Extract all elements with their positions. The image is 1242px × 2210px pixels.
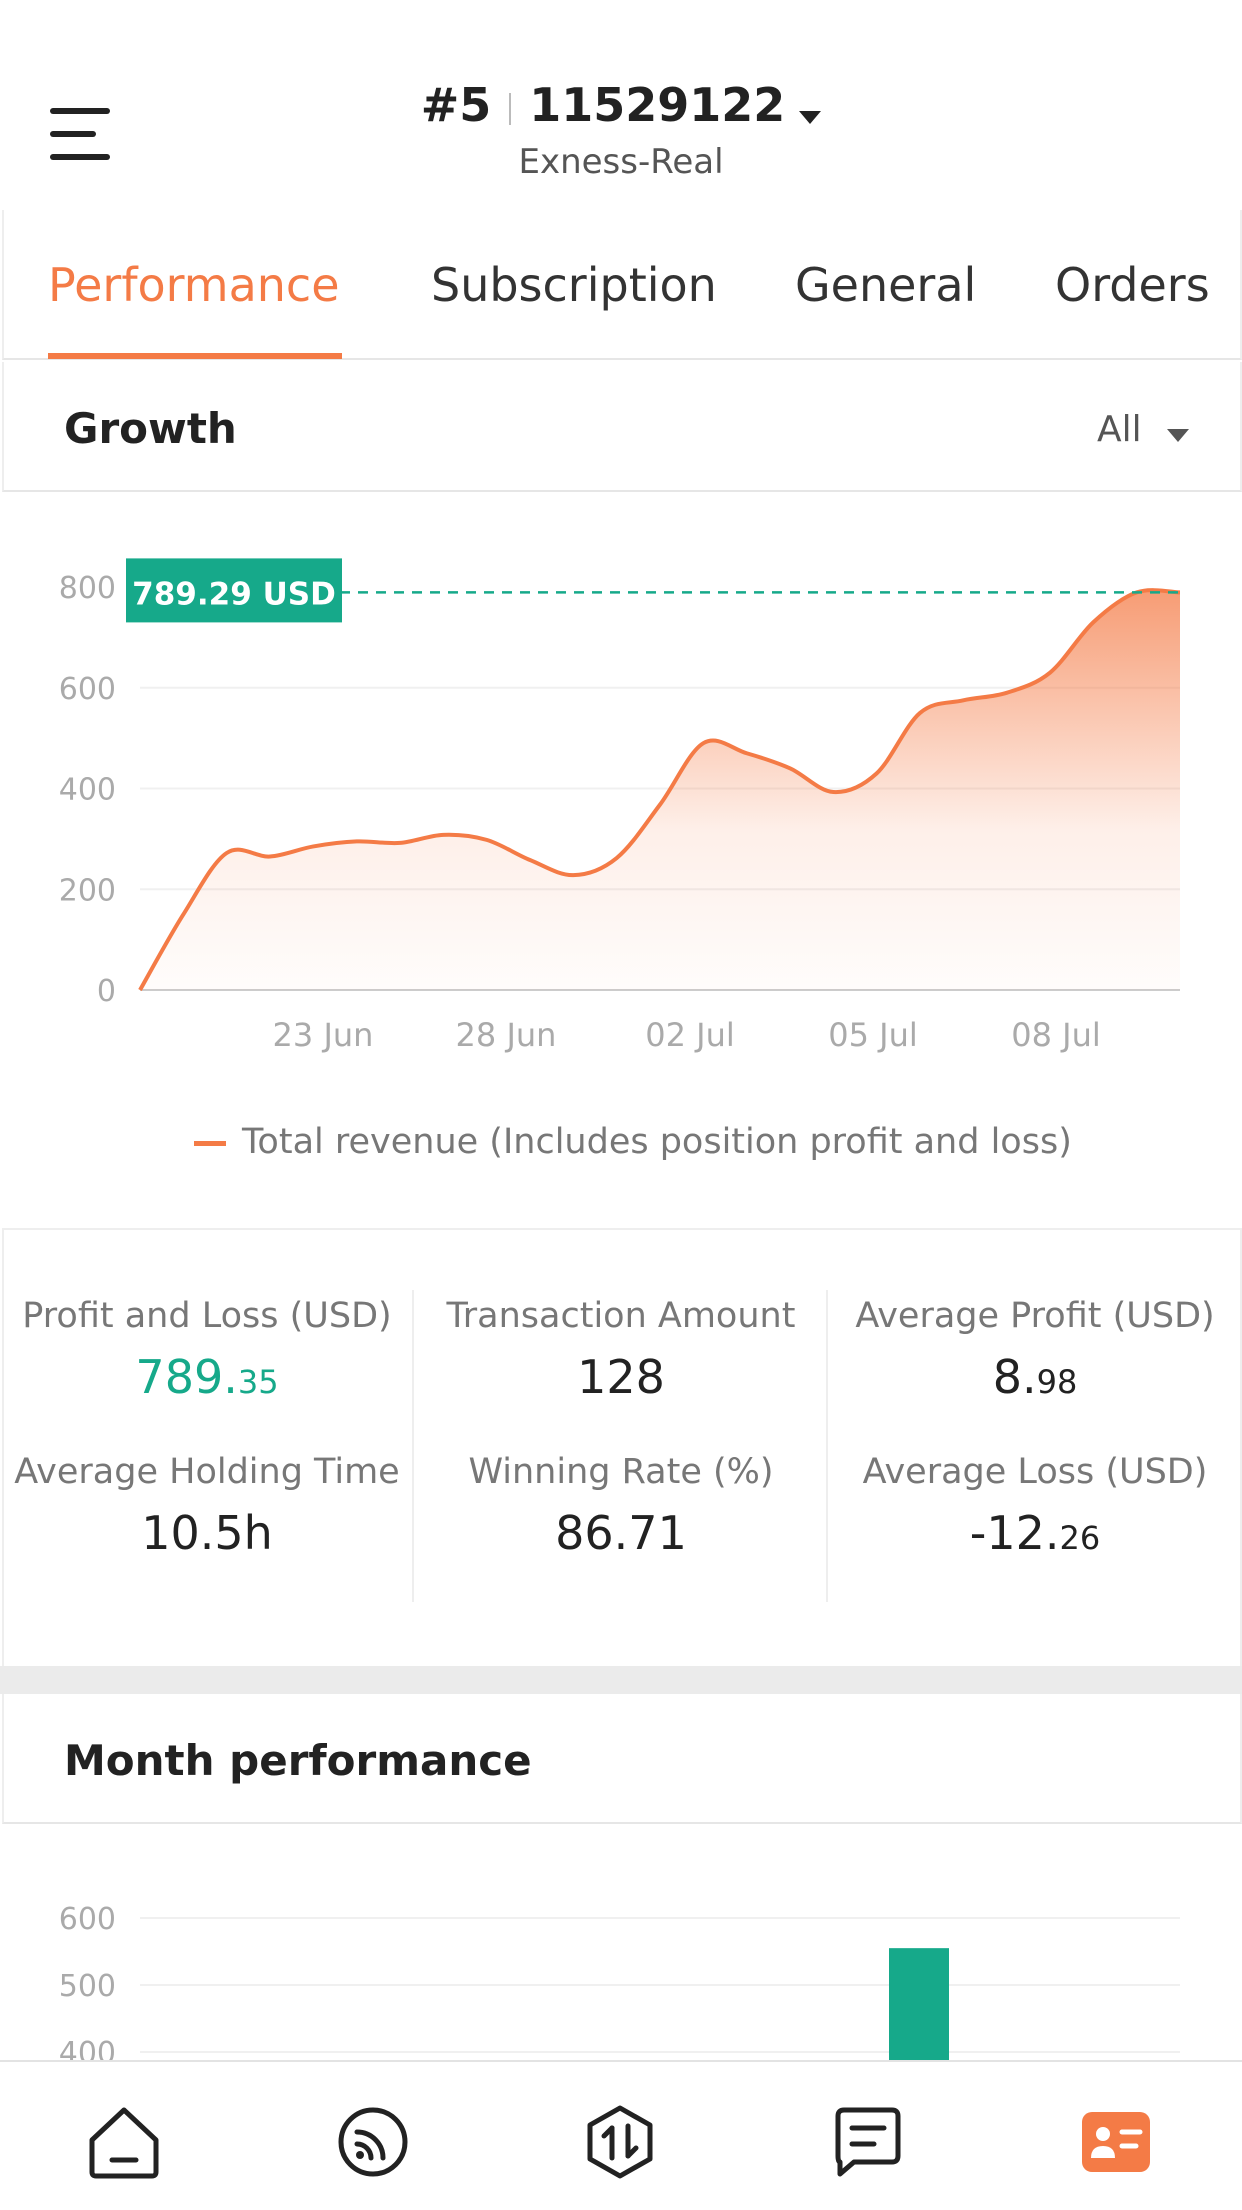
- stat-value-average-holding-time: 10.5h: [141, 1506, 273, 1560]
- trade-icon: [587, 2105, 653, 2179]
- y-tick-label: 400: [59, 2036, 116, 2060]
- stats-panel: [2, 1228, 1242, 1666]
- caret-down-icon: [799, 82, 822, 136]
- x-tick-label: 05 Jul: [828, 1016, 918, 1054]
- x-tick-label: 23 Jun: [273, 1016, 374, 1054]
- month-performance-chart: 400 500 600: [59, 1902, 1180, 2060]
- broker-server: Exness-Real: [518, 142, 724, 182]
- menu-button[interactable]: [50, 106, 112, 162]
- account-selector[interactable]: #5 11529122: [0, 78, 1242, 136]
- y-tick-label: 400: [59, 773, 116, 808]
- growth-chart: 0 200 400 600 800 789.29 USD 23 Jun 28 Jun 02 Ju…: [59, 558, 1181, 1054]
- caret-down-icon: [1167, 411, 1190, 452]
- stat-label-average-loss: Average Loss (USD): [862, 1452, 1208, 1492]
- nav-profile[interactable]: [1076, 2102, 1156, 2182]
- signal-icon: [338, 2107, 408, 2177]
- y-tick-label: 200: [59, 873, 116, 908]
- profile-card-icon: [1082, 2112, 1150, 2172]
- bottom-navigation: [0, 2060, 1242, 2210]
- current-value-text: 789.29 USD: [132, 576, 336, 612]
- stats-divider: [412, 1290, 414, 1602]
- revenue-line: [138, 588, 1181, 991]
- nav-signals[interactable]: [333, 2102, 413, 2182]
- y-tick-label: 600: [59, 672, 116, 707]
- account-number: 11529122: [529, 78, 786, 132]
- y-tick-label: 800: [59, 571, 116, 606]
- stat-label-average-profit: Average Profit (USD): [855, 1296, 1215, 1336]
- stat-label-transaction-amount: Transaction Amount: [446, 1296, 796, 1336]
- tab-orders[interactable]: Orders: [1055, 258, 1210, 312]
- stat-label-winning-rate: Winning Rate (%): [468, 1452, 774, 1492]
- stat-label-profit-loss: Profit and Loss (USD): [22, 1296, 392, 1336]
- nav-home[interactable]: [84, 2102, 164, 2182]
- stat-value-winning-rate: 86.71: [555, 1506, 687, 1560]
- stat-value-profit-loss: 789.35: [135, 1350, 279, 1404]
- tab-subscription[interactable]: Subscription: [431, 258, 717, 312]
- y-tick-label: 0: [97, 974, 116, 1009]
- chart-legend: Total revenue (Includes position profit …: [194, 1122, 1072, 1162]
- active-tab-indicator: [48, 353, 342, 359]
- stat-value-average-loss: -12.26: [969, 1506, 1101, 1560]
- x-tick-label: 02 Jul: [645, 1016, 735, 1054]
- growth-header: [2, 362, 1242, 492]
- filter-label: All: [1097, 409, 1142, 450]
- title-separator: [509, 92, 512, 125]
- stat-value-transaction-amount: 128: [577, 1350, 665, 1404]
- month-bar: [889, 1948, 949, 2060]
- y-tick-label: 500: [59, 1969, 116, 2004]
- month-performance-title: Month performance: [64, 1736, 532, 1785]
- stats-divider: [826, 1290, 828, 1602]
- hamburger-menu-icon: [50, 108, 110, 160]
- stat-label-average-holding-time: Average Holding Time: [14, 1452, 400, 1492]
- tab-general[interactable]: General: [795, 258, 977, 312]
- x-tick-label: 08 Jul: [1011, 1016, 1101, 1054]
- home-icon: [89, 2107, 159, 2179]
- account-rank: #5: [420, 78, 492, 132]
- current-value-badge: [126, 558, 342, 623]
- message-icon: [835, 2107, 901, 2177]
- tab-bar: [2, 210, 1242, 360]
- revenue-area-fill: [140, 590, 1180, 990]
- legend-swatch: [194, 1140, 226, 1146]
- section-separator: [0, 1666, 1242, 1694]
- month-performance-header: [2, 1694, 1242, 1824]
- nav-messages[interactable]: [828, 2102, 908, 2182]
- y-tick-label: 600: [59, 1902, 116, 1937]
- nav-trade[interactable]: [580, 2102, 660, 2182]
- legend-label: Total revenue (Includes position profit …: [242, 1122, 1072, 1162]
- growth-range-filter[interactable]: All: [1097, 409, 1190, 452]
- growth-title: Growth: [64, 404, 237, 453]
- x-tick-label: 28 Jun: [456, 1016, 557, 1054]
- stat-value-average-profit: 8.98: [992, 1350, 1078, 1404]
- tab-performance[interactable]: Performance: [48, 258, 340, 312]
